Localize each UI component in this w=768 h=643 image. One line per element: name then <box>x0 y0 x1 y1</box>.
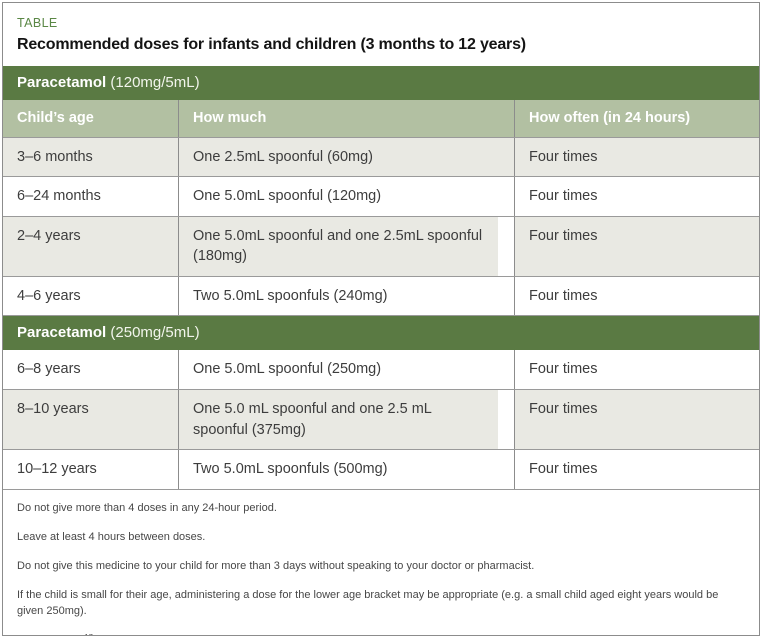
band-strength: (120mg/5mL) <box>106 74 200 91</box>
cell-how-often: Four times <box>514 216 759 276</box>
cell-age: 6–8 years <box>3 350 178 390</box>
cell-how-often: Four times <box>514 137 759 177</box>
table-row: 3–6 months One 2.5mL spoonful (60mg) Fou… <box>3 137 759 178</box>
band-drug-name: Paracetamol <box>17 324 107 342</box>
table-title: Recommended doses for infants and childr… <box>17 36 526 53</box>
cell-age: 4–6 years <box>3 276 178 316</box>
table-row: 10–12 years Two 5.0mL spoonfuls (500mg) … <box>3 450 759 490</box>
source-line: Source: EMC17 <box>17 632 745 636</box>
footnote: Do not give this medicine to your child … <box>17 559 535 572</box>
cell-how-often: Four times <box>514 350 759 390</box>
table-kicker: TABLE <box>17 16 58 30</box>
column-header-how-much: How much <box>178 100 514 137</box>
column-header-how-often: How often (in 24 hours) <box>514 100 759 137</box>
cell-how-much: Two 5.0mL spoonfuls (240mg) <box>178 276 514 316</box>
table-row: 2–4 years One 5.0mL spoonful and one 2.5… <box>3 216 759 277</box>
cell-how-much: One 5.0 mL spoonful and one 2.5 mL spoon… <box>178 390 498 450</box>
column-header-age: Child’s age <box>3 100 178 137</box>
cell-how-much: One 5.0mL spoonful and one 2.5mL spoonfu… <box>178 216 498 276</box>
cell-how-much: One 5.0mL spoonful (120mg) <box>178 177 514 216</box>
cell-how-often: Four times <box>514 450 759 489</box>
band-strength: (250mg/5mL) <box>106 324 200 342</box>
cell-age: 3–6 months <box>3 137 178 177</box>
footnote: Leave at least 4 hours between doses. <box>17 530 206 543</box>
cell-how-much: One 5.0mL spoonful (250mg) <box>178 350 514 390</box>
cell-age: 6–24 months <box>3 177 178 216</box>
cell-how-often: Four times <box>514 390 759 450</box>
section-band-250mg: Paracetamol (250mg/5mL) <box>3 316 759 351</box>
table-header: TABLE Recommended doses for infants and … <box>3 3 759 66</box>
table-row: 4–6 years Two 5.0mL spoonfuls (240mg) Fo… <box>3 276 759 317</box>
footnote: If the child is small for their age, adm… <box>17 588 719 617</box>
footnote: Do not give more than 4 doses in any 24-… <box>17 501 277 514</box>
table-row: 6–8 years One 5.0mL spoonful (250mg) Fou… <box>3 350 759 391</box>
cell-how-much: One 2.5mL spoonful (60mg) <box>178 137 514 177</box>
cell-age: 8–10 years <box>3 390 178 450</box>
table-row: 6–24 months One 5.0mL spoonful (120mg) F… <box>3 177 759 217</box>
cell-age: 2–4 years <box>3 216 178 276</box>
band-drug-name: Paracetamol <box>17 74 107 91</box>
dosage-table: TABLE Recommended doses for infants and … <box>2 2 760 636</box>
table-row: 8–10 years One 5.0 mL spoonful and one 2… <box>3 390 759 451</box>
table-footnotes: Do not give more than 4 doses in any 24-… <box>3 490 759 636</box>
cell-how-often: Four times <box>514 177 759 216</box>
column-header-row: Child’s age How much How often (in 24 ho… <box>3 100 759 138</box>
cell-age: 10–12 years <box>3 450 178 489</box>
section-band-120mg: Paracetamol (120mg/5mL) <box>3 66 759 100</box>
cell-how-often: Four times <box>514 276 759 316</box>
source-citation-superscript: 17 <box>84 632 92 635</box>
cell-how-much: Two 5.0mL spoonfuls (500mg) <box>178 450 514 489</box>
source-label: Source: EMC <box>17 635 82 636</box>
